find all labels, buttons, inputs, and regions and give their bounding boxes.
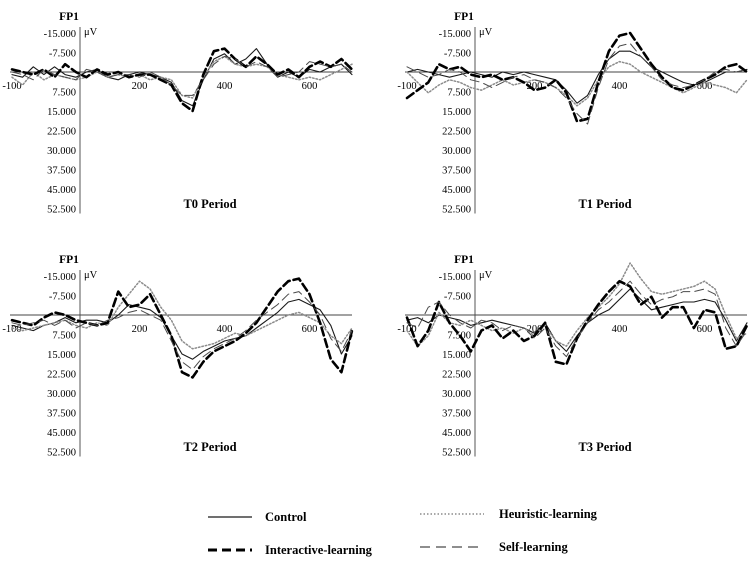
x-tick-label: -100 xyxy=(2,81,21,92)
legend-label-control: Control xyxy=(265,510,307,524)
y-tick-label: 37.500 xyxy=(47,166,76,177)
series-line-control xyxy=(406,288,748,352)
series-line-self-learning xyxy=(406,42,748,125)
x-tick-label: 600 xyxy=(697,324,713,335)
y-tick-label: -15.000 xyxy=(44,29,76,40)
x-tick-label: 200 xyxy=(527,81,543,92)
x-tick-label: 400 xyxy=(612,324,628,335)
panel-t3-period: FP1μV-15.000-7.5007.50015.00022.50030.00… xyxy=(397,254,749,459)
y-tick-label: 45.000 xyxy=(442,185,471,196)
panel-t1-period: FP1 μV -15.000 -7.500 7.500 15.000 22.500 30.00… xyxy=(397,11,749,216)
series-line-control xyxy=(11,48,353,107)
y-tick-label: 45.000 xyxy=(442,428,471,439)
y-tick-label: 7.500 xyxy=(52,88,76,99)
y-tick-label: 45.000 xyxy=(47,185,76,196)
y-tick-label: 30.000 xyxy=(47,389,76,400)
y-tick-label: 30.000 xyxy=(47,146,76,157)
series-line-control xyxy=(11,298,353,360)
y-tick-label: -7.500 xyxy=(444,292,471,303)
series-line-self-learning xyxy=(11,55,353,96)
x-tick-label: 400 xyxy=(217,81,233,92)
y-tick-label: 52.500 xyxy=(47,448,76,459)
panel-title: T0 Period xyxy=(183,197,236,211)
channel-label: FP1 xyxy=(59,254,79,266)
x-tick-label: 200 xyxy=(527,324,543,335)
y-tick-label: -7.500 xyxy=(49,292,76,303)
y-tick-label: 15.000 xyxy=(47,350,76,361)
y-tick-label: -15.000 xyxy=(44,272,76,283)
x-tick-label: 400 xyxy=(217,324,233,335)
y-tick-label: -7.500 xyxy=(49,49,76,60)
legend-label-self-learning: Self-learning xyxy=(499,540,568,554)
x-tick-label: 200 xyxy=(132,81,148,92)
y-tick-label: 37.500 xyxy=(442,166,471,177)
y-tick-label: 22.500 xyxy=(47,127,76,138)
x-tick-label: -100 xyxy=(2,324,21,335)
panel-t0-period: FP1 μV -15.000 -7.500 7.500 15.000 22.500 30.00… xyxy=(2,11,354,216)
y-tick-label: 52.500 xyxy=(442,448,471,459)
y-tick-label: -15.000 xyxy=(439,29,471,40)
x-tick-label: 200 xyxy=(132,324,148,335)
channel-label: FP1 xyxy=(454,254,474,266)
unit-label: μV xyxy=(84,270,98,281)
series-line-heuristic-learning xyxy=(406,262,748,347)
unit-label: μV xyxy=(84,27,98,38)
y-tick-label: 15.000 xyxy=(442,350,471,361)
legend-label-heuristic-learning: Heuristic-learning xyxy=(499,507,598,521)
panel-t2-period: FP1 μV -15.000 -7.500 7.500 15.000 22.500 30.00… xyxy=(2,254,354,459)
y-tick-label: 7.500 xyxy=(52,331,76,342)
y-tick-label: 37.500 xyxy=(47,409,76,420)
y-tick-label: 22.500 xyxy=(442,370,471,381)
channel-label: FP1 xyxy=(454,11,474,23)
x-tick-label: 400 xyxy=(612,81,628,92)
x-tick-label: 600 xyxy=(302,324,318,335)
series-line-self-learning xyxy=(11,291,353,371)
y-tick-label: 7.500 xyxy=(447,88,471,99)
panel-title: T2 Period xyxy=(183,440,236,454)
x-tick-label: -100 xyxy=(397,324,416,335)
series-line-interactive-learning xyxy=(10,47,354,113)
series-line-control xyxy=(406,50,748,104)
x-tick-label: 600 xyxy=(302,81,318,92)
series-line-heuristic-learning xyxy=(406,60,748,107)
series-line-interactive-learning xyxy=(10,277,354,379)
y-tick-label: 22.500 xyxy=(442,127,471,138)
x-tick-label: 600 xyxy=(697,81,713,92)
unit-label: μV xyxy=(479,27,493,38)
panels-group: FP1 μV -15.000 -7.500 7.500 15.000 22.500 30.00… xyxy=(2,11,749,459)
y-tick-label: 52.500 xyxy=(442,205,471,216)
panel-title: T1 Period xyxy=(578,197,631,211)
y-tick-label: 30.000 xyxy=(442,146,471,157)
x-tick-label: -100 xyxy=(397,81,416,92)
y-tick-label: 15.000 xyxy=(47,107,76,118)
y-tick-label: 52.500 xyxy=(47,205,76,216)
y-tick-label: 45.000 xyxy=(47,428,76,439)
y-tick-label: -7.500 xyxy=(444,49,471,60)
y-tick-label: 15.000 xyxy=(442,107,471,118)
series-line-heuristic-learning xyxy=(11,280,353,350)
series-line-interactive-learning xyxy=(405,31,749,123)
panel-title: T3 Period xyxy=(578,440,631,454)
unit-label: μV xyxy=(479,270,493,281)
y-tick-label: 37.500 xyxy=(442,409,471,420)
y-tick-label: -15.000 xyxy=(439,272,471,283)
channel-label: FP1 xyxy=(59,11,79,23)
y-tick-label: 22.500 xyxy=(47,370,76,381)
legend: Control Heuristic-learning Interactive-l… xyxy=(208,507,598,557)
legend-label-interactive-learning: Interactive-learning xyxy=(265,543,373,557)
y-tick-label: 30.000 xyxy=(442,389,471,400)
series-line-interactive-learning xyxy=(405,279,749,366)
